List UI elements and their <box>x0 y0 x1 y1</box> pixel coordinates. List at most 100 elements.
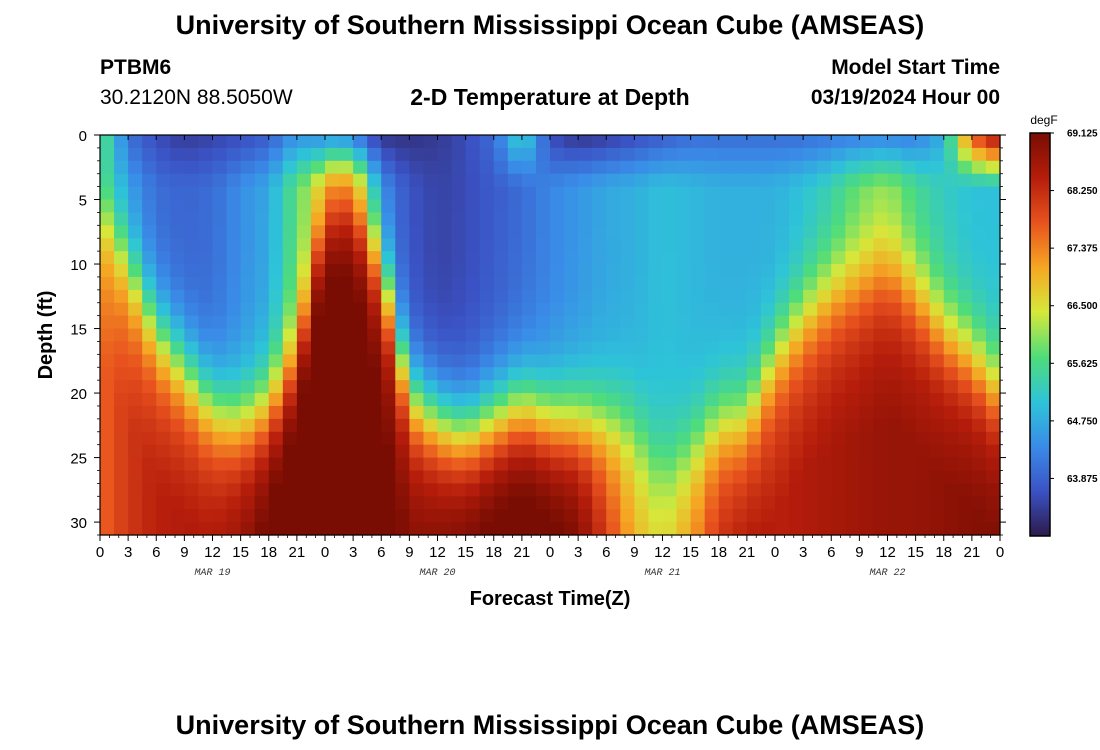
heatmap-cell <box>142 238 157 252</box>
heatmap-cell <box>943 405 959 420</box>
heatmap-cell <box>493 264 509 278</box>
heatmap-cell <box>310 341 326 355</box>
heatmap-cell <box>817 418 832 433</box>
heatmap-cell <box>437 264 453 278</box>
heatmap-cell <box>760 212 776 226</box>
heatmap-cell <box>310 173 326 188</box>
heatmap-cell <box>451 135 467 149</box>
heatmap-cell <box>606 315 621 330</box>
heatmap-cell <box>704 212 720 226</box>
heatmap-cell <box>732 522 748 536</box>
heatmap-cell <box>409 147 425 162</box>
x-tick-label: 21 <box>964 544 981 561</box>
heatmap-cell <box>296 418 312 433</box>
heatmap-cell <box>929 509 945 523</box>
heatmap-cell <box>353 483 368 497</box>
heatmap-cell <box>142 251 157 265</box>
heatmap-cell <box>971 405 987 420</box>
heatmap-cell <box>507 496 523 510</box>
heatmap-cell <box>465 238 481 252</box>
heatmap-cell <box>423 509 439 523</box>
heatmap-cell <box>592 483 607 497</box>
heatmap-cell <box>943 418 959 433</box>
heatmap-cell <box>128 483 143 497</box>
heatmap-cell <box>254 418 270 433</box>
heatmap-cell <box>409 225 425 239</box>
heatmap-cell <box>353 380 368 394</box>
heatmap-cell <box>296 276 312 291</box>
heatmap-cell <box>142 160 157 175</box>
heatmap-cell <box>240 302 256 317</box>
heatmap-cell <box>606 302 621 317</box>
heatmap-cell <box>381 199 396 214</box>
heatmap-cell <box>128 354 143 368</box>
heatmap-cell <box>465 186 481 201</box>
heatmap-cell <box>451 160 467 175</box>
heatmap-cell <box>676 212 692 226</box>
heatmap-cell <box>957 496 973 510</box>
heatmap-cell <box>114 147 129 162</box>
heatmap-cell <box>775 160 790 175</box>
heatmap-cell <box>268 173 284 188</box>
heatmap-cell <box>887 251 903 265</box>
heatmap-cell <box>957 431 973 446</box>
heatmap-cell <box>845 496 860 510</box>
heatmap-cell <box>521 328 537 343</box>
heatmap-cell <box>268 147 284 162</box>
heatmap-cell <box>648 212 664 226</box>
heatmap-cell <box>325 199 340 214</box>
heatmap-cell <box>845 457 860 472</box>
heatmap-cell <box>100 212 115 226</box>
heatmap-cell <box>156 341 171 355</box>
heatmap-cell <box>493 522 509 536</box>
heatmap-cell <box>268 367 284 381</box>
heatmap-cell <box>606 496 621 510</box>
heatmap-cell <box>282 367 298 381</box>
heatmap-cell <box>437 431 453 446</box>
heatmap-cell <box>367 173 382 188</box>
heatmap-cell <box>985 289 1001 304</box>
heatmap-cell <box>662 302 678 317</box>
heatmap-cell <box>592 315 607 330</box>
heatmap-cell <box>339 289 354 304</box>
heatmap-cell <box>550 173 565 188</box>
heatmap-cell <box>901 483 917 497</box>
heatmap-cell <box>521 380 537 394</box>
heatmap-cell <box>142 212 157 226</box>
heatmap-cell <box>254 483 270 497</box>
heatmap-cell <box>465 405 481 420</box>
heatmap-cell <box>746 470 762 484</box>
heatmap-cell <box>775 367 790 381</box>
heatmap-cell <box>803 470 818 484</box>
heatmap-cell <box>760 135 776 149</box>
heatmap-cell <box>437 173 453 188</box>
heatmap-cell <box>535 147 551 162</box>
heatmap-cell <box>268 251 284 265</box>
heatmap-cell <box>746 238 762 252</box>
heatmap-cell <box>114 264 129 278</box>
heatmap-cell <box>381 173 396 188</box>
heatmap-cell <box>493 225 509 239</box>
heatmap-cell <box>634 147 650 162</box>
heatmap-cell <box>746 173 762 188</box>
x-tick-label: 21 <box>289 544 306 561</box>
heatmap-cell <box>662 264 678 278</box>
heatmap-cell <box>746 509 762 523</box>
heatmap-cell <box>929 522 945 536</box>
heatmap-cell <box>592 147 607 162</box>
heatmap-cell <box>156 186 171 201</box>
heatmap-cell <box>985 315 1001 330</box>
heatmap-cell <box>943 199 959 214</box>
heatmap-cell <box>212 251 228 265</box>
heatmap-cell <box>128 186 143 201</box>
heatmap-cell <box>550 289 565 304</box>
heatmap-cell <box>606 393 621 407</box>
heatmap-cell <box>578 276 593 291</box>
heatmap-cell <box>845 509 860 523</box>
x-tick-label: 0 <box>771 544 779 561</box>
x-tick-label: 15 <box>682 544 699 561</box>
heatmap-cell <box>915 264 931 278</box>
heatmap-cell <box>409 186 425 201</box>
heatmap-cell <box>268 418 284 433</box>
heatmap-cell <box>156 509 171 523</box>
